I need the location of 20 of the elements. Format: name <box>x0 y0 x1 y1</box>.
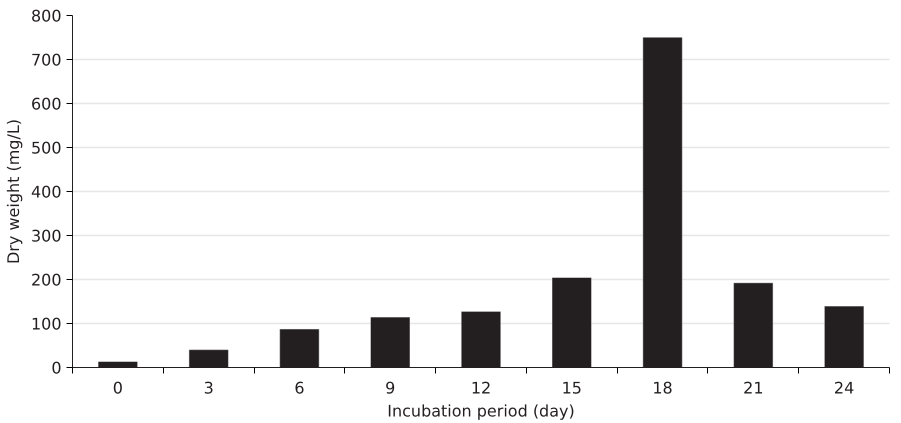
x-tick-label: 3 <box>204 378 214 398</box>
x-tick-label: 24 <box>834 378 854 398</box>
y-tick-label: 800 <box>30 6 62 26</box>
x-axis-title: Incubation period (day) <box>387 402 575 420</box>
y-tick-label: 0 <box>51 358 62 378</box>
y-tick-label: 300 <box>30 226 62 246</box>
x-tick-label: 15 <box>562 378 582 398</box>
y-tick-label: 700 <box>30 50 62 70</box>
x-tick-label: 21 <box>743 378 764 398</box>
x-tick-label: 18 <box>652 378 673 398</box>
x-tick-label: 12 <box>470 378 492 398</box>
y-tick-label: 100 <box>30 314 62 334</box>
x-tick-label: 9 <box>385 378 396 398</box>
y-tick-label: 500 <box>30 138 62 158</box>
y-tick-label: 400 <box>30 182 62 202</box>
y-axis-title: Dry weight (mg/L) <box>4 118 23 264</box>
x-tick-label: 6 <box>294 378 305 398</box>
x-tick-label: 0 <box>112 378 123 398</box>
y-tick-label: 200 <box>30 270 62 290</box>
y-tick-label: 600 <box>30 94 62 114</box>
